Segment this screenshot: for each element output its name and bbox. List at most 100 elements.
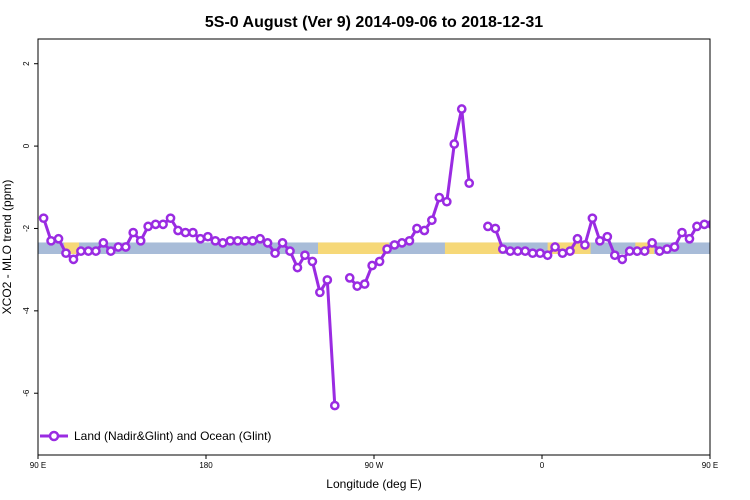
data-point: [367, 260, 377, 271]
x-tick-label: 90 E: [702, 461, 718, 470]
series-line: [348, 107, 471, 288]
data-point: [374, 256, 385, 267]
legend-marker: [48, 430, 60, 442]
data-point: [427, 215, 437, 226]
data-point: [180, 227, 191, 238]
data-point: [352, 281, 363, 291]
data-point: [158, 219, 168, 230]
data-point: [699, 219, 710, 230]
data-point: [527, 248, 538, 259]
data-point: [419, 225, 430, 236]
data-point: [285, 246, 295, 256]
legend-label: Land (Nadir&Glint) and Ocean (Glint): [74, 429, 271, 443]
y-tick-label: -6: [22, 389, 31, 397]
data-point: [580, 240, 590, 250]
data-point: [669, 242, 680, 252]
data-point: [412, 223, 422, 234]
data-point: [617, 254, 628, 265]
y-tick-label: -2: [22, 224, 31, 232]
data-point: [662, 244, 672, 254]
data-point: [624, 246, 635, 256]
data-point: [535, 248, 545, 259]
series-layer: [38, 104, 723, 411]
data-point: [647, 238, 657, 248]
data-point: [270, 248, 280, 259]
land-band-segment: [444, 242, 501, 255]
data-point: [449, 139, 460, 149]
x-tick-label: 180: [199, 461, 213, 470]
data-point: [128, 227, 139, 238]
data-point: [240, 235, 251, 246]
data-point: [434, 192, 445, 203]
data-point: [315, 287, 325, 298]
data-point: [307, 256, 318, 267]
x-tick-label: 90 E: [30, 461, 46, 470]
land-band-segment: [64, 242, 80, 255]
y-tick-label: -4: [22, 307, 31, 315]
data-point: [609, 250, 620, 261]
data-point: [217, 238, 228, 248]
data-point: [707, 219, 710, 229]
data-point: [38, 213, 49, 224]
x-axis-label: Longitude (deg E): [326, 477, 421, 491]
land-band-segment: [318, 242, 374, 255]
y-axis: 2 0 -2 -4 -6: [22, 61, 38, 397]
data-point: [441, 196, 452, 207]
data-point: [344, 273, 355, 283]
data-point: [277, 238, 288, 248]
data-point: [105, 246, 116, 256]
data-point: [382, 244, 392, 254]
data-point: [195, 233, 206, 244]
data-point: [76, 246, 86, 256]
data-point: [83, 246, 94, 256]
data-point: [68, 254, 79, 265]
data-point: [173, 225, 183, 236]
data-point: [247, 235, 258, 246]
data-point: [572, 233, 583, 244]
data-point: [497, 244, 508, 254]
data-point: [464, 178, 475, 189]
land-band-segment: [723, 242, 738, 254]
data-point: [654, 246, 665, 256]
data-point: [61, 248, 71, 259]
data-point: [329, 400, 340, 411]
data-point: [542, 250, 553, 261]
data-point: [692, 221, 702, 232]
data-point: [232, 235, 243, 246]
data-point: [91, 246, 101, 256]
data-point: [565, 246, 575, 256]
y-tick-label: 2: [22, 61, 31, 66]
data-point: [225, 235, 236, 246]
data-point: [46, 235, 56, 246]
data-point: [677, 227, 687, 238]
x-tick-label: 90 W: [365, 461, 384, 470]
data-point: [639, 246, 650, 256]
data-point: [300, 250, 310, 261]
data-point: [188, 227, 198, 238]
legend: Land (Nadir&Glint) and Ocean (Glint): [40, 429, 271, 443]
y-axis-label: XCO2 - MLO trend (ppm): [0, 180, 14, 315]
data-point: [165, 213, 176, 224]
data-point: [322, 275, 333, 285]
data-point: [684, 233, 695, 244]
data-point: [113, 242, 124, 252]
data-point: [716, 215, 723, 222]
data-point: [587, 213, 598, 224]
land-band-segment: [366, 242, 389, 255]
x-axis: 90 E 180 90 W 0 90 E: [30, 455, 718, 470]
data-point: [262, 238, 273, 248]
data-point: [203, 231, 213, 242]
data-point: [150, 219, 161, 230]
data-point: [550, 242, 560, 252]
data-point: [602, 231, 613, 242]
data-point: [292, 262, 303, 273]
data-point: [632, 246, 643, 256]
data-point: [557, 248, 568, 259]
data-point: [210, 235, 221, 246]
data-point: [456, 104, 467, 114]
data-point: [520, 246, 531, 256]
data-point: [143, 221, 153, 232]
data-point: [397, 238, 407, 248]
data-point: [389, 240, 400, 250]
